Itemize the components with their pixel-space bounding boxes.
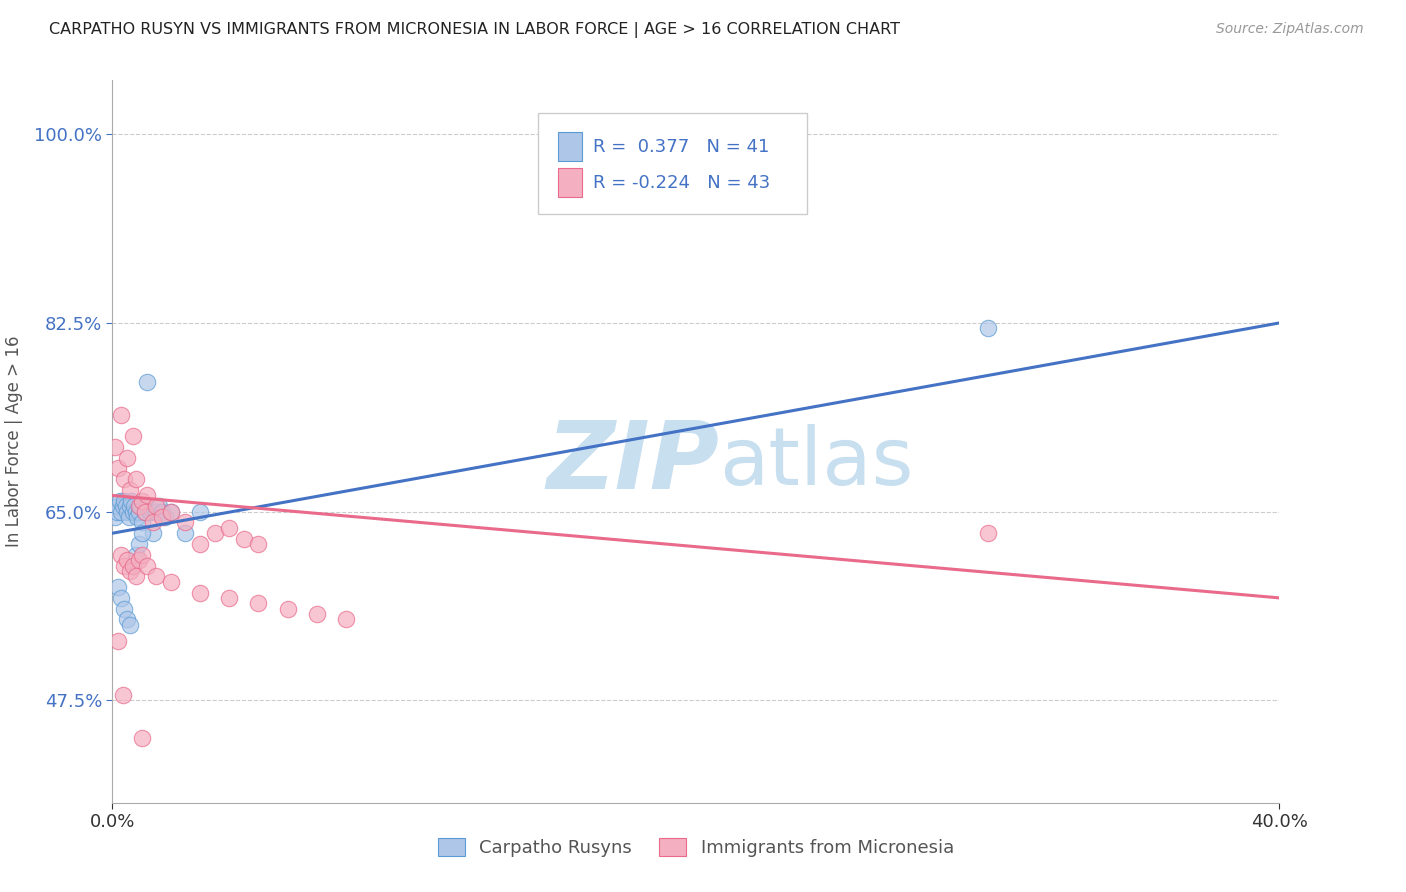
Point	[125, 505, 148, 519]
Text: R =  0.377   N = 41: R = 0.377 N = 41	[593, 137, 769, 156]
Point	[134, 505, 156, 519]
Point	[128, 553, 150, 567]
Point	[136, 376, 159, 390]
Point	[110, 408, 132, 422]
Point	[131, 516, 153, 530]
Point	[104, 440, 127, 454]
Point	[174, 516, 197, 530]
Point	[976, 321, 998, 335]
Point	[125, 472, 148, 486]
Text: atlas: atlas	[720, 425, 914, 502]
Point	[111, 500, 134, 514]
Point	[128, 505, 150, 519]
Point	[110, 505, 132, 519]
Point	[305, 607, 328, 621]
Bar	[558, 169, 582, 197]
Point	[218, 521, 240, 535]
Point	[136, 558, 159, 573]
Point	[118, 500, 141, 514]
Point	[112, 558, 135, 573]
Point	[134, 505, 156, 519]
Point	[105, 505, 128, 519]
Point	[150, 505, 173, 519]
Point	[122, 558, 145, 573]
Point	[139, 505, 162, 519]
Legend: Carpatho Rusyns, Immigrants from Micronesia: Carpatho Rusyns, Immigrants from Microne…	[429, 829, 963, 866]
Point	[136, 500, 159, 514]
Point	[188, 537, 211, 551]
Point	[122, 558, 145, 573]
Point	[112, 493, 135, 508]
Point	[247, 537, 270, 551]
Point	[160, 505, 183, 519]
Point	[108, 493, 131, 508]
Point	[111, 688, 134, 702]
Point	[976, 526, 998, 541]
Point	[115, 505, 138, 519]
Point	[131, 493, 153, 508]
Text: R = -0.224   N = 43: R = -0.224 N = 43	[593, 174, 770, 192]
Point	[150, 510, 173, 524]
Point	[115, 450, 138, 465]
Text: ZIP: ZIP	[547, 417, 720, 509]
Point	[112, 472, 135, 486]
Point	[107, 500, 129, 514]
Point	[188, 505, 211, 519]
Point	[174, 526, 197, 541]
Point	[128, 500, 150, 514]
Point	[145, 505, 167, 519]
Point	[153, 510, 176, 524]
Point	[128, 537, 150, 551]
Point	[131, 548, 153, 562]
Point	[125, 548, 148, 562]
Point	[131, 526, 153, 541]
Point	[118, 483, 141, 497]
Point	[114, 500, 136, 514]
Point	[112, 601, 135, 615]
Point	[232, 532, 254, 546]
Point	[129, 500, 152, 514]
Text: CARPATHO RUSYN VS IMMIGRANTS FROM MICRONESIA IN LABOR FORCE | AGE > 16 CORRELATI: CARPATHO RUSYN VS IMMIGRANTS FROM MICRON…	[49, 22, 900, 38]
Point	[122, 505, 145, 519]
Point	[115, 553, 138, 567]
Point	[107, 461, 129, 475]
Point	[145, 500, 167, 514]
Point	[118, 618, 141, 632]
FancyBboxPatch shape	[538, 112, 807, 214]
Point	[124, 500, 146, 514]
Point	[142, 516, 165, 530]
Point	[142, 526, 165, 541]
Text: Source: ZipAtlas.com: Source: ZipAtlas.com	[1216, 22, 1364, 37]
Point	[218, 591, 240, 605]
Point	[160, 505, 183, 519]
Point	[125, 569, 148, 583]
Point	[148, 500, 170, 514]
Point	[115, 612, 138, 626]
Point	[118, 564, 141, 578]
Bar	[558, 132, 582, 161]
Point	[160, 574, 183, 589]
Point	[204, 526, 226, 541]
Y-axis label: In Labor Force | Age > 16: In Labor Force | Age > 16	[6, 335, 22, 548]
Point	[107, 634, 129, 648]
Point	[120, 493, 142, 508]
Point	[127, 510, 149, 524]
Point	[277, 601, 299, 615]
Point	[131, 731, 153, 745]
Point	[247, 596, 270, 610]
Point	[335, 612, 357, 626]
Point	[104, 510, 127, 524]
Point	[117, 510, 139, 524]
Point	[145, 569, 167, 583]
Point	[107, 580, 129, 594]
Point	[110, 548, 132, 562]
Point	[136, 488, 159, 502]
Point	[110, 591, 132, 605]
Point	[188, 585, 211, 599]
Point	[122, 429, 145, 443]
